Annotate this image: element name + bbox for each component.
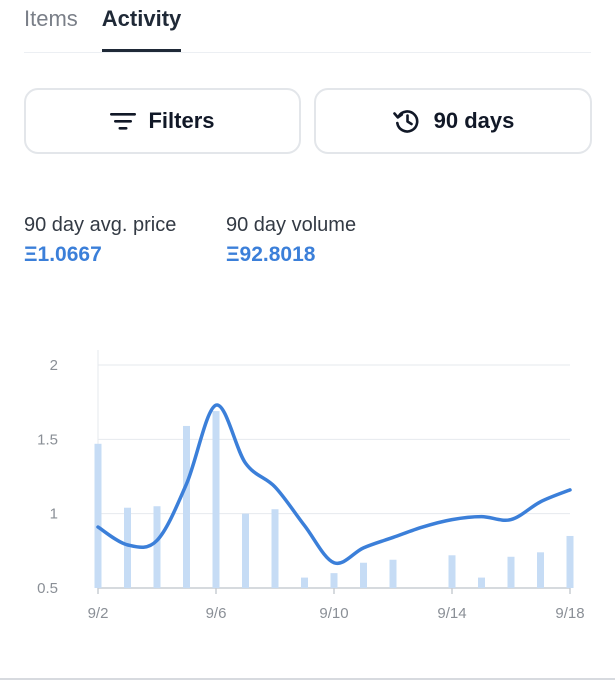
volume-bar — [94, 443, 102, 588]
x-tick-label: 9/18 — [555, 605, 584, 622]
volume-bar — [566, 535, 574, 588]
x-tick-label: 9/14 — [437, 605, 466, 622]
volume-bar — [242, 513, 249, 588]
filters-button-label: Filters — [148, 108, 215, 133]
avg-price-value: Ξ1.0667 — [24, 243, 102, 266]
volume-bar — [330, 573, 338, 588]
volume-bar — [183, 425, 190, 588]
volume-bar — [124, 507, 131, 588]
avg-price-label: 90 day avg. price — [24, 214, 177, 236]
volume-bar — [448, 555, 456, 588]
volume-bar — [537, 552, 544, 588]
volume-bar — [507, 556, 515, 588]
volume-value: Ξ92.8018 — [226, 243, 316, 266]
tab-items[interactable]: Items — [24, 6, 78, 31]
volume-bar — [212, 411, 220, 588]
time-range-label: 90 days — [433, 108, 515, 133]
volume-bar — [153, 506, 161, 588]
bottom-divider — [0, 678, 615, 680]
time-range-button[interactable]: 90 days — [314, 88, 592, 154]
volume-label: 90 day volume — [226, 214, 357, 236]
volume-bar — [301, 577, 308, 588]
x-tick-label: 9/10 — [319, 605, 348, 622]
avg-price-stat: 90 day avg. price Ξ1.0667 — [24, 214, 224, 267]
avg-price-line — [96, 403, 572, 566]
history-clock-icon — [392, 106, 422, 136]
price-volume-chart: 2 1.5 1 0.5 9/2 9/6 9/10 9/14 9/18 — [37, 350, 585, 622]
y-tick-label: 1.5 — [37, 431, 58, 448]
y-tick-label: 0.5 — [37, 580, 58, 597]
y-tick-label: 1 — [50, 506, 58, 523]
tab-activity[interactable]: Activity — [101, 0, 182, 52]
x-tick-label: 9/6 — [206, 605, 227, 622]
volume-bar — [271, 509, 279, 588]
y-tick-label: 2 — [50, 357, 58, 374]
x-tick-label: 9/2 — [88, 605, 109, 622]
volume-bar — [360, 562, 367, 588]
volume-stat: 90 day volume Ξ92.8018 — [226, 214, 426, 267]
tab-bar: Items Activity — [24, 0, 591, 53]
filters-button[interactable]: Filters — [24, 88, 301, 154]
volume-bar — [389, 559, 397, 588]
volume-bar — [478, 577, 485, 588]
filter-lines-icon — [110, 111, 137, 131]
